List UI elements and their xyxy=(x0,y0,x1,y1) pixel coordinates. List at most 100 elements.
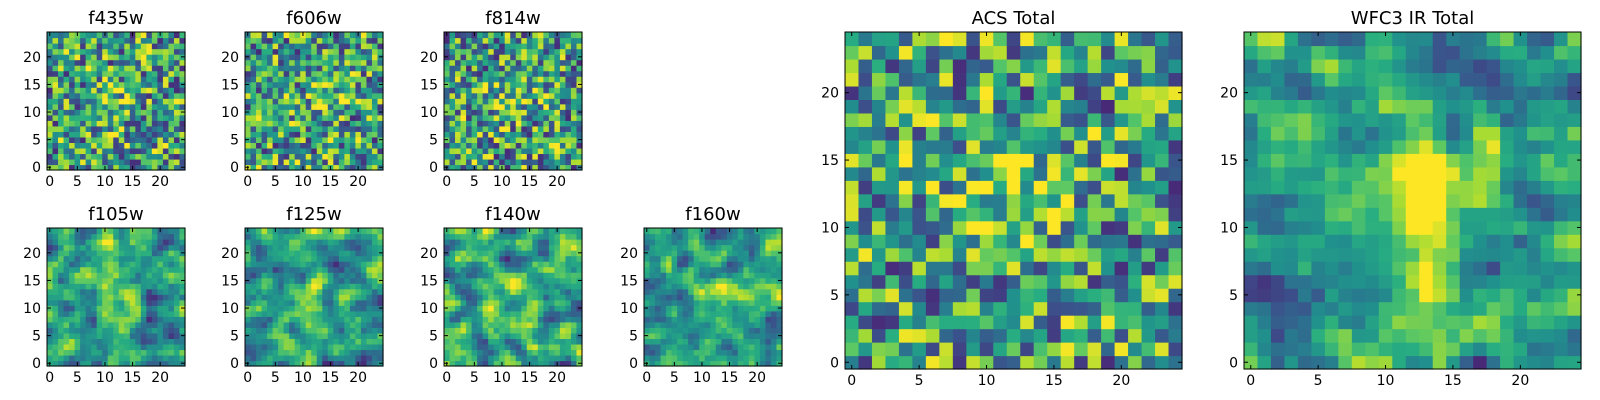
heatmap-cell xyxy=(671,294,678,301)
heatmap-cell xyxy=(52,349,59,356)
heatmap-cell xyxy=(715,255,722,262)
heatmap-cell xyxy=(102,239,109,246)
heatmap-cell xyxy=(499,277,506,284)
heatmap-cell xyxy=(693,283,700,290)
heatmap-cell xyxy=(710,343,717,351)
heatmap-cell xyxy=(460,54,467,61)
heatmap-cell xyxy=(704,321,711,328)
heatmap-cell xyxy=(649,332,656,339)
heatmap-cell xyxy=(250,244,257,251)
heatmap-cell xyxy=(466,87,473,94)
heatmap-cell xyxy=(118,81,125,88)
heatmap-cell xyxy=(543,354,550,362)
heatmap-cell xyxy=(63,158,70,166)
heatmap-cell xyxy=(338,81,345,88)
heatmap-cell xyxy=(1020,261,1035,276)
heatmap-cell xyxy=(283,125,290,132)
heatmap-cell xyxy=(748,228,755,235)
heatmap-cell xyxy=(570,305,578,312)
heatmap-cell xyxy=(69,255,76,262)
heatmap-cell xyxy=(754,354,761,362)
heatmap-cell xyxy=(162,98,170,105)
heatmap-cell xyxy=(250,239,257,246)
heatmap-cell xyxy=(732,354,739,362)
heatmap-cell xyxy=(444,131,451,138)
heatmap-cell xyxy=(96,76,103,83)
heatmap-cell xyxy=(333,266,340,273)
heatmap-cell xyxy=(993,166,1008,181)
heatmap-cell xyxy=(338,332,345,339)
heatmap-cell xyxy=(250,250,257,257)
heatmap-cell xyxy=(482,250,489,257)
heatmap-cell xyxy=(925,234,940,249)
heatmap-cell xyxy=(1168,274,1183,289)
heatmap-cell xyxy=(682,266,689,273)
heatmap-cell xyxy=(570,321,578,328)
heatmap-cell xyxy=(649,261,656,268)
heatmap-cell xyxy=(272,316,279,323)
heatmap-cell xyxy=(146,164,153,171)
heatmap-cell xyxy=(355,354,362,362)
heatmap-cell xyxy=(168,332,175,339)
heatmap-cell xyxy=(504,266,511,273)
heatmap-cell xyxy=(748,305,755,312)
heatmap-cell xyxy=(655,360,662,367)
heatmap-cell xyxy=(543,125,550,132)
heatmap-cell xyxy=(261,338,268,345)
heatmap-cell xyxy=(1128,180,1143,195)
heatmap-cell xyxy=(289,76,296,83)
heatmap-cell xyxy=(140,288,147,295)
heatmap-cell xyxy=(721,310,728,317)
heatmap-cell xyxy=(278,266,285,273)
heatmap-cell xyxy=(80,164,87,171)
heatmap-cell xyxy=(146,338,153,345)
heatmap-cell xyxy=(118,261,125,268)
heatmap-cell xyxy=(118,233,125,240)
heatmap-cell xyxy=(151,266,158,273)
heatmap-cell xyxy=(688,332,695,339)
heatmap-cell xyxy=(102,81,109,88)
heatmap-cell xyxy=(510,120,517,127)
heatmap-cell xyxy=(63,332,70,339)
heatmap-cell xyxy=(179,310,186,317)
heatmap-cell xyxy=(85,321,92,328)
heatmap-cell xyxy=(278,354,285,362)
heatmap-cell xyxy=(162,327,170,334)
heatmap-cell xyxy=(710,239,717,246)
heatmap-cell xyxy=(322,327,329,334)
heatmap-cell xyxy=(526,299,533,306)
heatmap-cell xyxy=(157,305,164,312)
heatmap-cell xyxy=(371,244,379,251)
heatmap-cell xyxy=(765,261,772,268)
heatmap-cell xyxy=(278,250,285,257)
heatmap-cell xyxy=(107,272,114,279)
heatmap-cell xyxy=(173,81,181,88)
heatmap-cell xyxy=(256,98,263,105)
heatmap-cell xyxy=(537,114,544,121)
heatmap-cell xyxy=(660,233,667,240)
heatmap-cell xyxy=(316,305,323,312)
heatmap-cell xyxy=(305,228,312,235)
heatmap-cell xyxy=(151,250,158,257)
heatmap-cell xyxy=(344,32,351,39)
heatmap-cell xyxy=(118,37,125,44)
heatmap-cell xyxy=(559,43,567,50)
heatmap-cell xyxy=(267,92,274,99)
heatmap-cell xyxy=(327,37,334,44)
heatmap-cell xyxy=(726,283,733,290)
heatmap-cell xyxy=(289,70,296,77)
heatmap-cell xyxy=(732,266,739,273)
heatmap-cell xyxy=(63,294,70,301)
heatmap-cell xyxy=(559,59,567,66)
heatmap-cell xyxy=(256,164,263,171)
heatmap-cell xyxy=(504,261,511,268)
heatmap-cell xyxy=(311,266,318,273)
heatmap-cell xyxy=(366,114,373,121)
heatmap-cell xyxy=(721,228,728,235)
heatmap-cell xyxy=(466,354,473,362)
heatmap-cell xyxy=(366,48,373,55)
heatmap-cell xyxy=(952,247,967,262)
heatmap-cell xyxy=(526,131,533,138)
heatmap-cell xyxy=(162,294,170,301)
heatmap-cell xyxy=(245,288,252,295)
